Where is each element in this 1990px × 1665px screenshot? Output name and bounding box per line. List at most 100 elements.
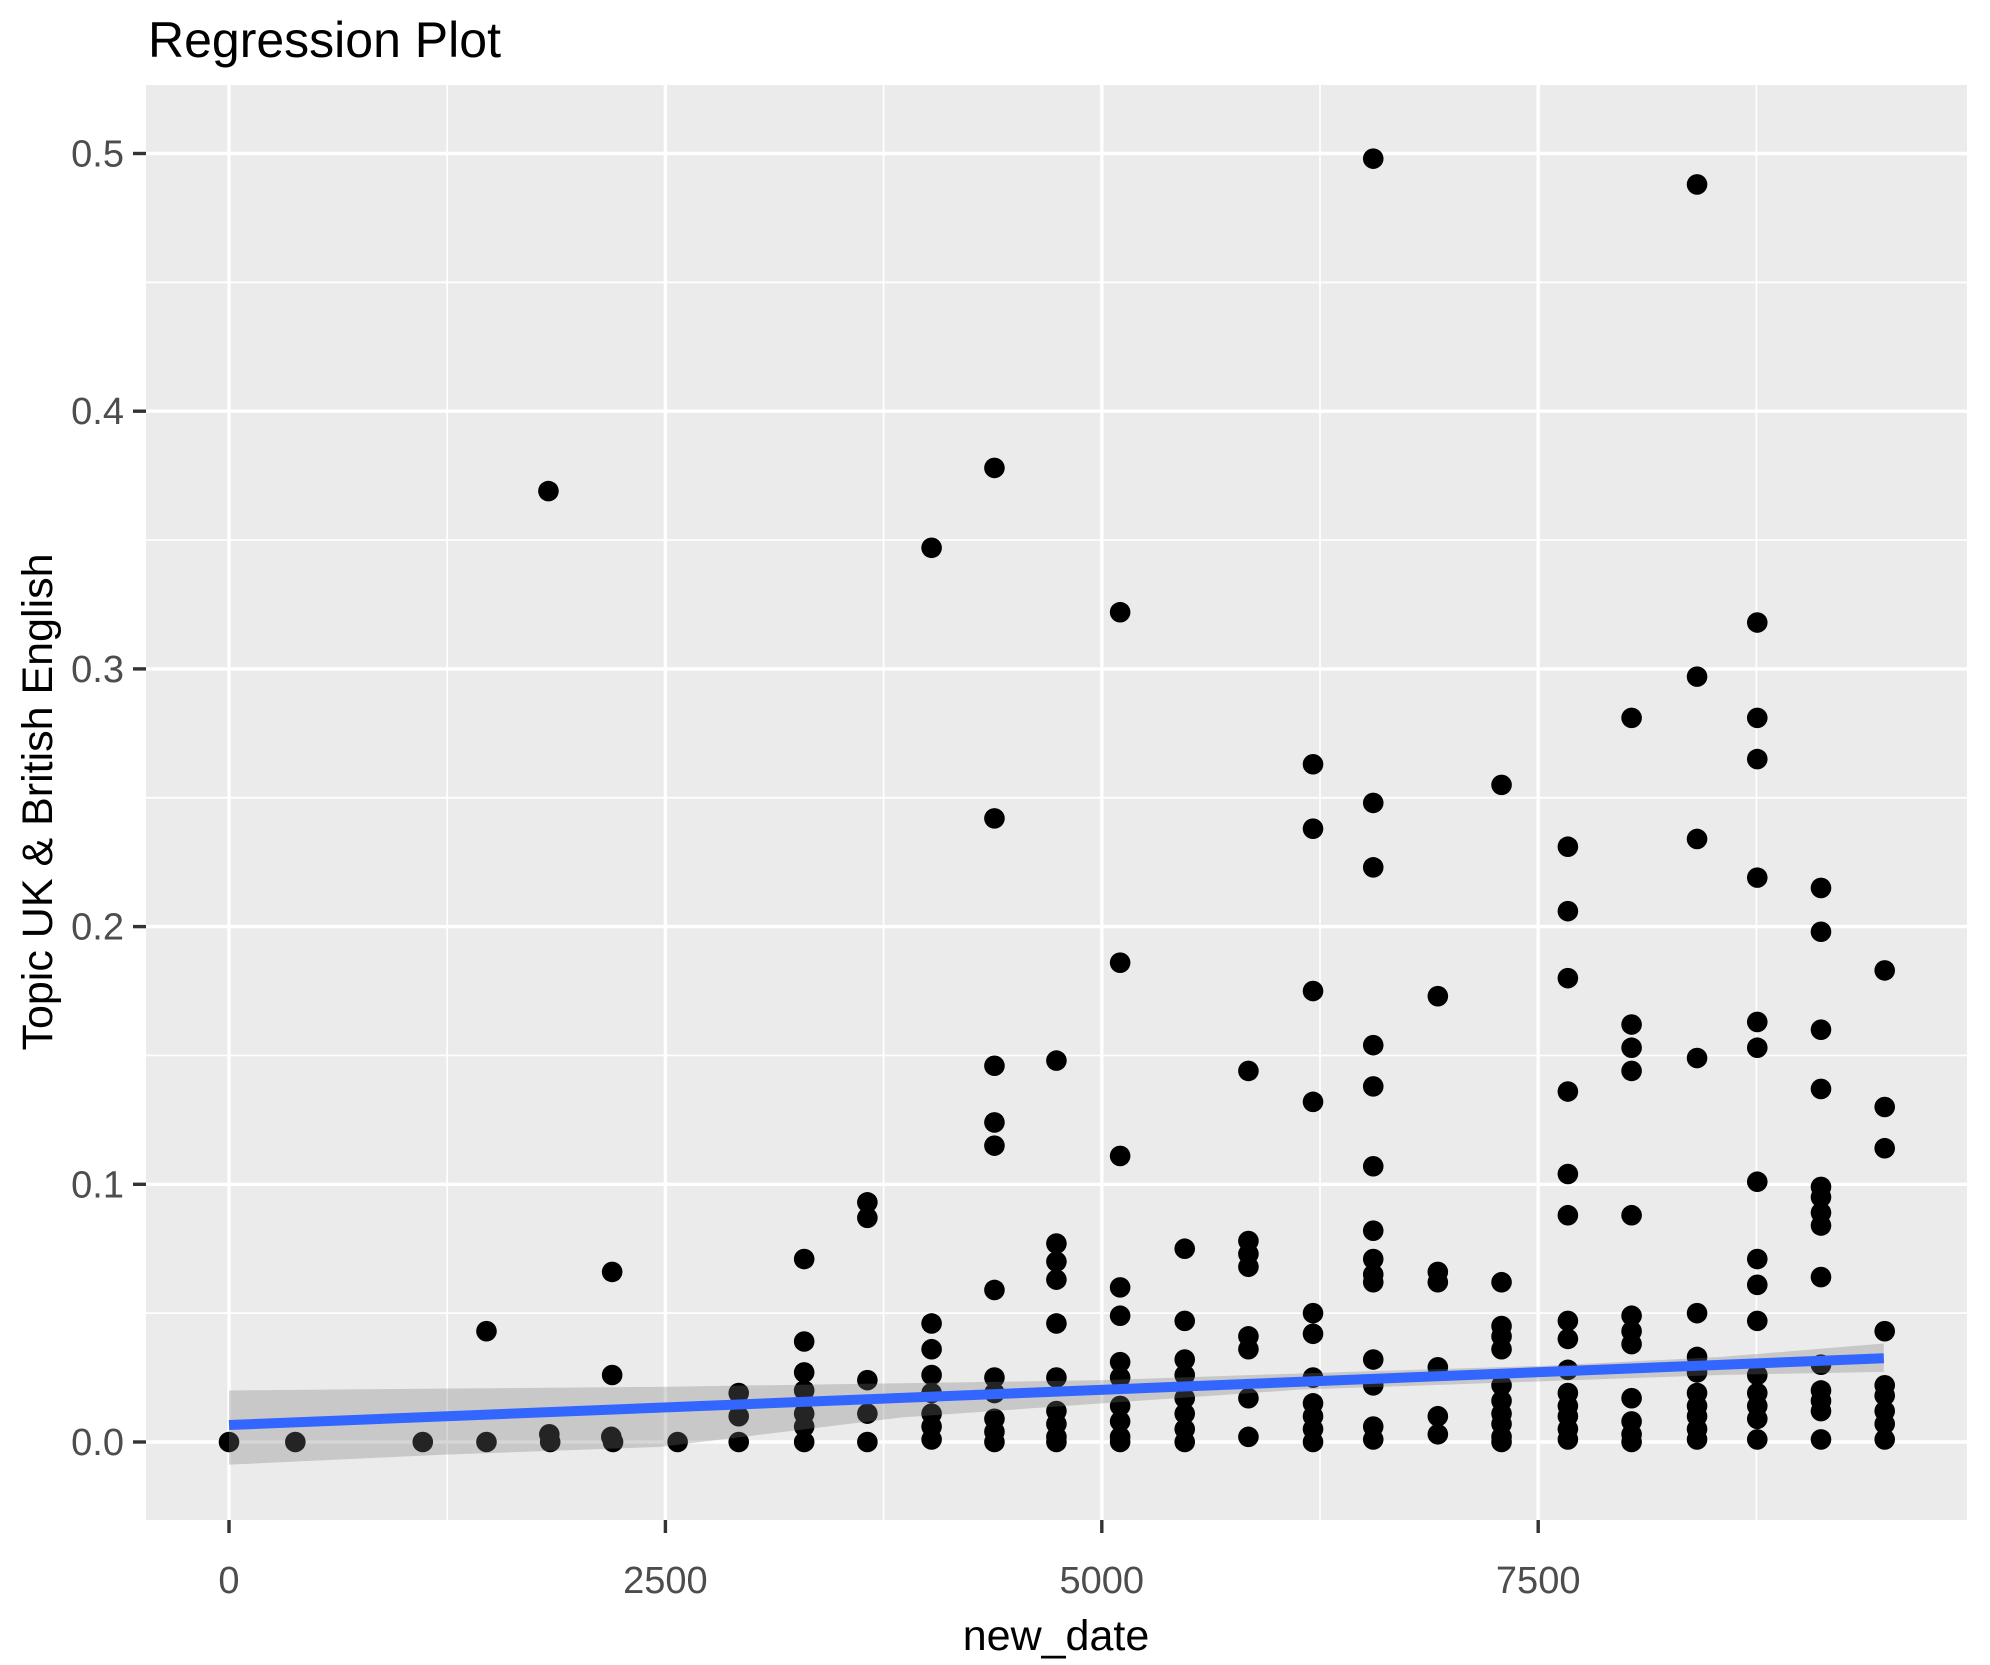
data-point (1557, 1310, 1579, 1332)
data-point (1746, 1274, 1768, 1296)
data-point (984, 1135, 1005, 1156)
data-point (1686, 1302, 1708, 1324)
data-point (1810, 1215, 1832, 1236)
data-point (728, 1405, 750, 1427)
data-point (1491, 1271, 1512, 1293)
data-point (793, 1362, 815, 1383)
x-axis-title: new_date (963, 1612, 1150, 1660)
data-point (1046, 1269, 1067, 1290)
data-point (601, 1261, 623, 1283)
data-point (1109, 1411, 1131, 1432)
data-point (1046, 1233, 1067, 1254)
data-point (1557, 1204, 1579, 1226)
data-point (1557, 1163, 1579, 1185)
data-point (1874, 960, 1896, 981)
data-point (1686, 666, 1708, 687)
data-point (1046, 1251, 1067, 1272)
y-tick-label: 0.4 (71, 391, 124, 433)
data-point (728, 1382, 750, 1404)
data-point (1109, 1277, 1131, 1298)
data-point (984, 808, 1005, 829)
scatter-points (218, 148, 1896, 1453)
data-point (1362, 1155, 1384, 1177)
data-point (285, 1431, 306, 1453)
y-axis-title: Topic UK & British English (14, 553, 62, 1050)
data-point (1362, 1349, 1384, 1370)
data-point (1557, 1081, 1579, 1102)
data-point (1621, 1305, 1642, 1327)
data-point (984, 1367, 1005, 1388)
data-point (1109, 1395, 1131, 1417)
y-tick-label: 0.0 (71, 1422, 124, 1464)
plot-title: Regression Plot (148, 12, 501, 68)
data-point (857, 1207, 878, 1229)
y-tick-label: 0.5 (71, 134, 124, 176)
data-point (984, 457, 1005, 479)
data-point (218, 1431, 240, 1453)
data-point (1491, 1338, 1512, 1360)
data-point (1109, 1145, 1131, 1167)
data-point (793, 1416, 815, 1437)
data-point (1746, 707, 1768, 729)
data-point (984, 1055, 1005, 1077)
data-point (1174, 1310, 1196, 1332)
data-point (1109, 1351, 1131, 1373)
x-tick-label: 7500 (1496, 1560, 1581, 1602)
data-point (1302, 1323, 1324, 1345)
data-point (1302, 818, 1324, 839)
data-point (1302, 1091, 1324, 1113)
data-point (1174, 1364, 1196, 1386)
data-point (1174, 1403, 1196, 1424)
data-point (1174, 1387, 1196, 1409)
data-point (984, 1431, 1005, 1453)
regression-line-segment (228, 1353, 1885, 1430)
data-point (1238, 1338, 1259, 1360)
data-point (793, 1380, 815, 1401)
data-point (1046, 1367, 1067, 1388)
data-point (1362, 148, 1384, 169)
data-point (1046, 1313, 1067, 1334)
regression-line (228, 1353, 1885, 1430)
data-point (1810, 1429, 1832, 1450)
data-point (857, 1192, 878, 1213)
data-point (728, 1431, 750, 1453)
data-point (1746, 1037, 1768, 1059)
data-point (1746, 867, 1768, 888)
data-point (1746, 1364, 1768, 1386)
data-point (1810, 1019, 1832, 1040)
data-point (1621, 1060, 1642, 1082)
data-point (921, 1338, 942, 1360)
data-point (1362, 1429, 1384, 1450)
data-point (667, 1431, 688, 1453)
y-tick-label: 0.3 (71, 649, 124, 691)
data-point (1362, 1076, 1384, 1097)
data-point (1810, 1186, 1832, 1208)
data-point (1746, 1248, 1768, 1270)
data-point (1174, 1238, 1196, 1260)
data-point (1874, 1320, 1896, 1342)
data-point (1686, 1429, 1708, 1450)
data-point (984, 1112, 1005, 1133)
data-point (1621, 1204, 1642, 1226)
data-point (1302, 753, 1324, 775)
data-point (1302, 1302, 1324, 1324)
data-point (1491, 1375, 1512, 1396)
data-point (1362, 1271, 1384, 1293)
data-point (476, 1431, 497, 1453)
data-point (1557, 967, 1579, 989)
data-point (793, 1248, 815, 1270)
data-point (1621, 1431, 1642, 1453)
data-point (1238, 1060, 1259, 1082)
data-point (1109, 1367, 1131, 1388)
data-point (1238, 1426, 1259, 1448)
data-point (1109, 601, 1131, 623)
data-point (1046, 1431, 1067, 1453)
data-point (1362, 1248, 1384, 1270)
data-point (1427, 1271, 1449, 1293)
data-point (1621, 1333, 1642, 1355)
data-point (1362, 1034, 1384, 1056)
data-point (1427, 1405, 1449, 1427)
data-point (1174, 1431, 1196, 1453)
